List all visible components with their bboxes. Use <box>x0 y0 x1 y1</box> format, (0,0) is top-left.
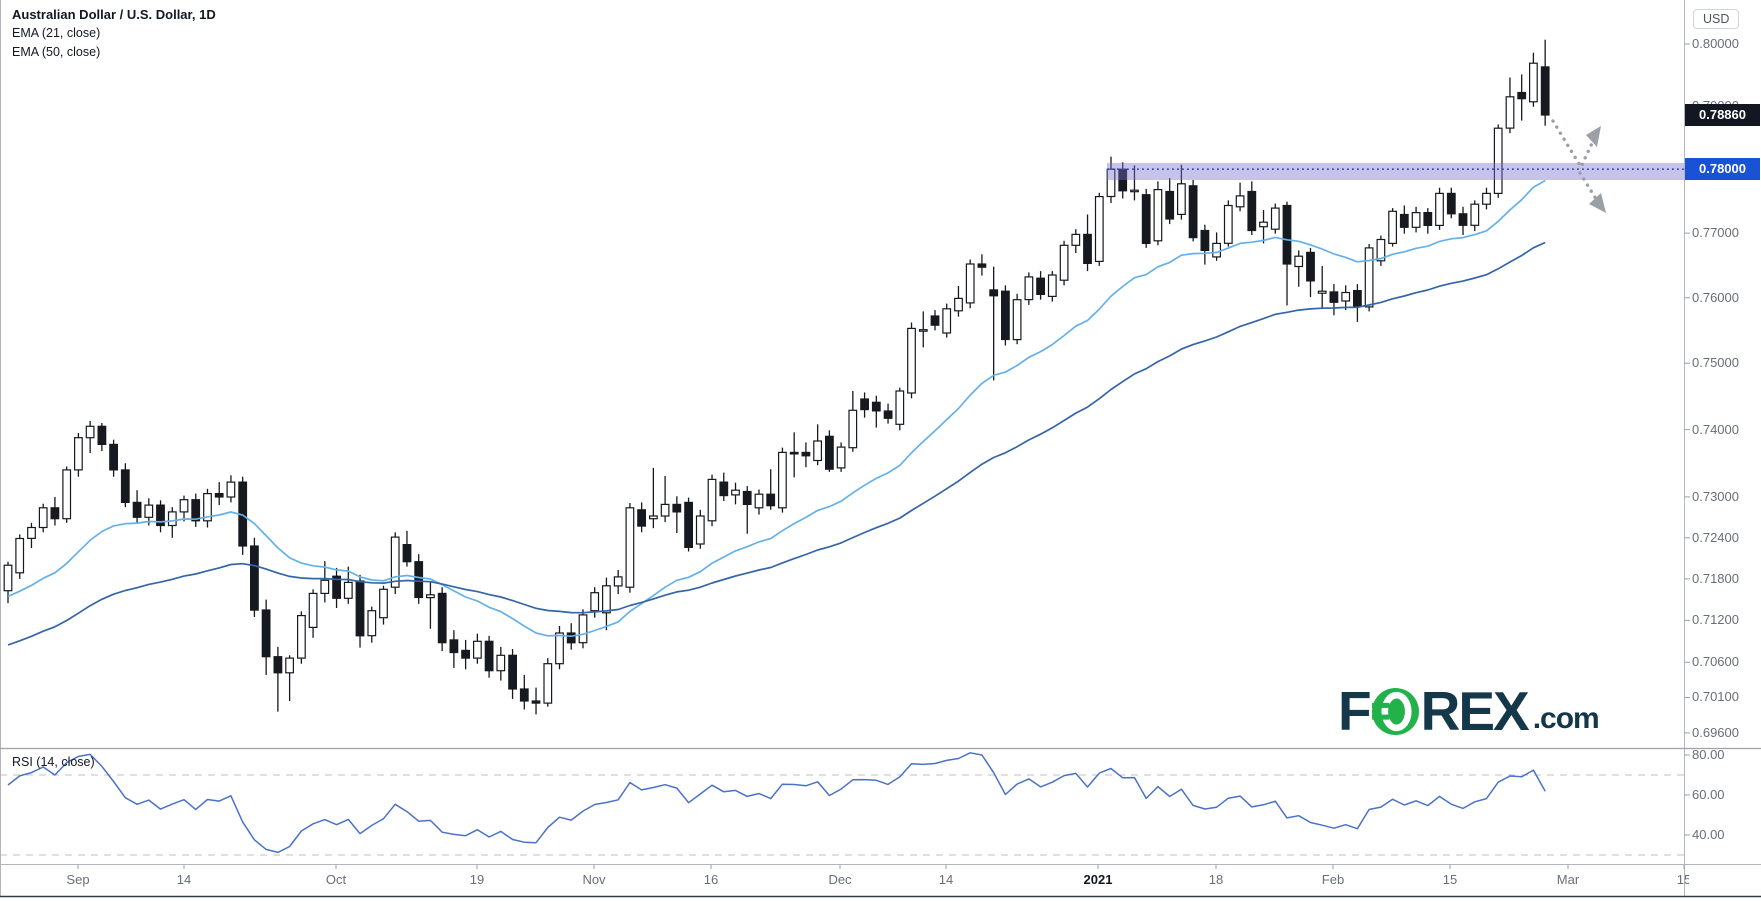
time-tick-label: 15 <box>1442 872 1458 887</box>
time-tick-label: 18 <box>1208 872 1224 887</box>
price-tick-label: 0.72400 <box>1692 530 1739 545</box>
main-pane <box>3 39 1684 715</box>
price-tick-label: 0.70600 <box>1692 654 1739 669</box>
time-tick-label: 2021 <box>1083 872 1113 887</box>
logo-f: F <box>1338 680 1372 742</box>
time-tick-label: Nov <box>582 872 606 887</box>
time-tick-label: 16 <box>703 872 719 887</box>
forex-o-icon <box>1371 688 1419 735</box>
symbol-legend: Australian Dollar / U.S. Dollar, 1D EMA … <box>12 5 216 62</box>
time-tick-label: 14 <box>176 872 192 887</box>
time-tick-label: Dec <box>828 872 852 887</box>
time-tick-label: Oct <box>325 872 347 887</box>
current-price-label: 0.78860 <box>1685 104 1760 126</box>
time-tick-label: Sep <box>66 872 90 887</box>
price-tick-label: 0.73000 <box>1692 489 1739 504</box>
legend-ema50[interactable]: EMA (50, close) <box>12 45 101 59</box>
price-tick-label: 0.71200 <box>1692 612 1739 627</box>
rsi-tick-label: 80.00 <box>1692 747 1725 762</box>
currency-unit-button[interactable]: USD <box>1693 9 1740 29</box>
rsi-legend[interactable]: RSI (14, close) <box>12 755 95 769</box>
price-tick-label: 0.69600 <box>1692 725 1739 740</box>
legend-ema21[interactable]: EMA (21, close) <box>12 26 101 40</box>
logo-com: .com <box>1532 701 1600 735</box>
time-tick-label: 15 <box>1676 872 1689 887</box>
logo-rex: REX <box>1420 680 1530 742</box>
forex-com-watermark: F REX .com <box>1338 680 1600 742</box>
price-tick-label: 0.80000 <box>1692 36 1739 51</box>
time-tick-label: Feb <box>1321 872 1345 887</box>
price-tick-label: 0.77000 <box>1692 225 1739 240</box>
price-tick-label: 0.71800 <box>1692 571 1739 586</box>
time-tick-label: 19 <box>469 872 485 887</box>
time-tick-label: 14 <box>938 872 954 887</box>
rsi-tick-label: 60.00 <box>1692 787 1725 802</box>
price-tick-label: 0.76000 <box>1692 290 1739 305</box>
price-tick-label: 0.74000 <box>1692 422 1739 437</box>
rsi-tick-label: 40.00 <box>1692 827 1725 842</box>
symbol-title[interactable]: Australian Dollar / U.S. Dollar, 1D <box>12 7 216 22</box>
time-tick-label: Mar <box>1556 872 1580 887</box>
rsi-pane <box>0 752 1684 856</box>
price-tick-label: 0.75000 <box>1692 355 1739 370</box>
price-tick-label: 0.70100 <box>1692 689 1739 704</box>
time-axis[interactable]: Sep 14 Oct 19 Nov 16 Dec 14 2021 18 Feb 15 Mar 15 <box>0 0 1689 901</box>
support-level-label: 0.78000 <box>1685 158 1760 180</box>
